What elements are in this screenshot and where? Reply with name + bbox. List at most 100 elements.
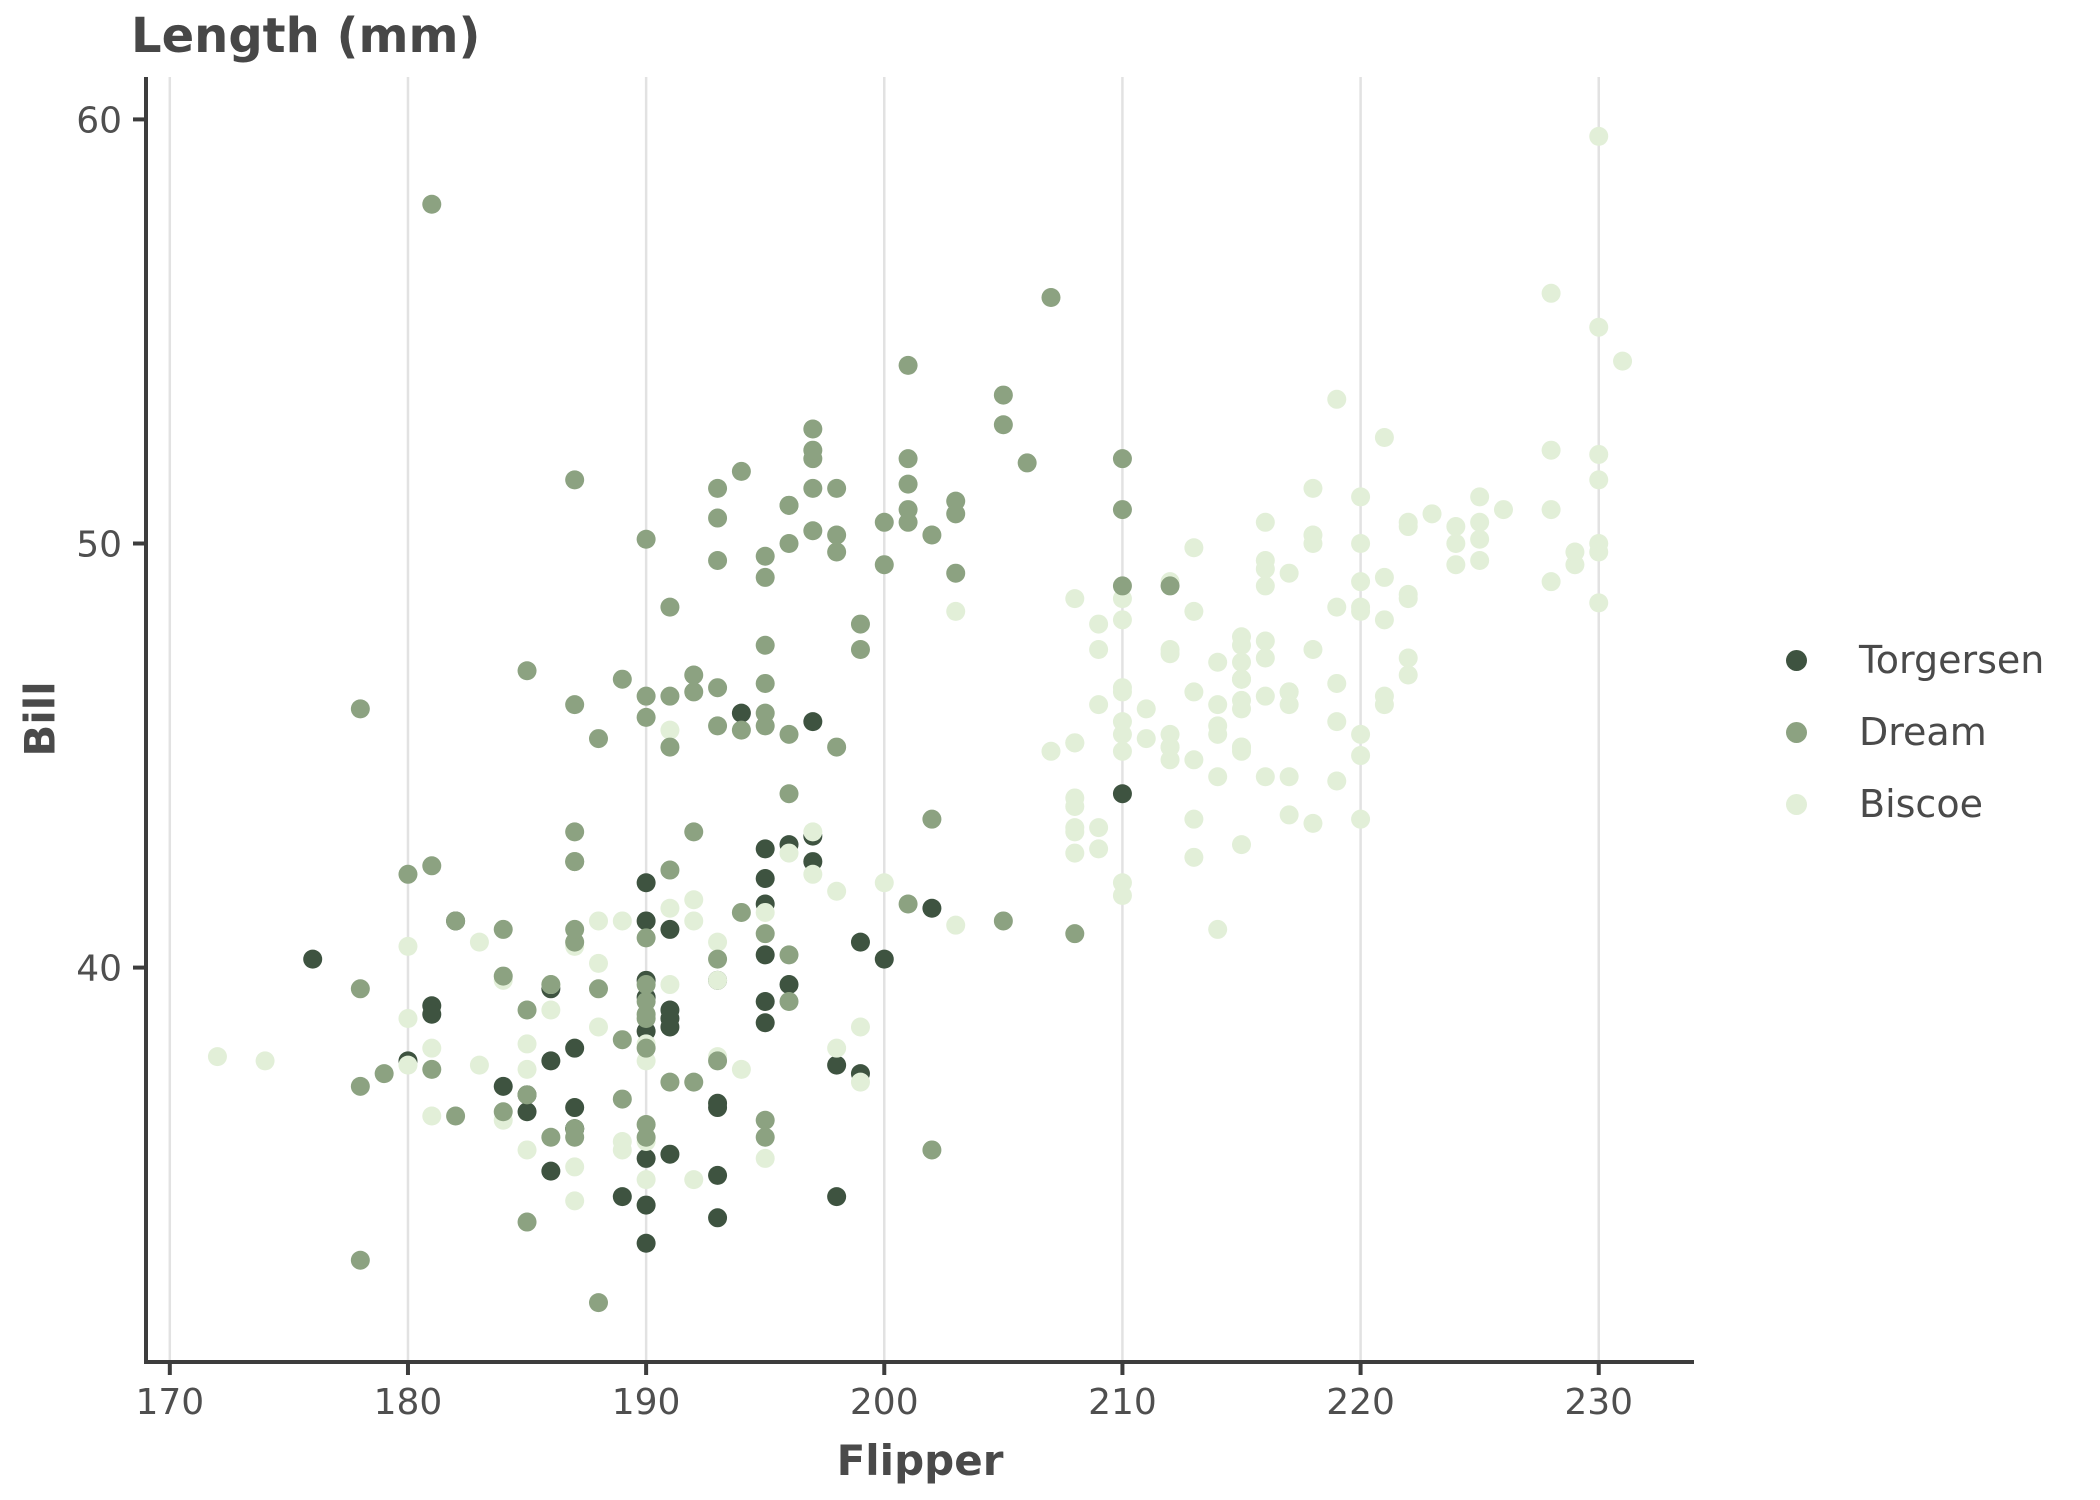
point-dream [1112,500,1132,520]
x-tick-label: 230 [1564,1382,1633,1423]
point-dream [446,1106,466,1126]
point-dream [755,673,775,693]
point-torgersen [731,703,751,723]
point-dream [660,737,680,757]
point-dream [517,1212,537,1232]
chart-title: Length (mm) [131,8,481,64]
point-biscoe [1446,555,1466,575]
point-torgersen [565,1098,585,1118]
point-dream [993,385,1013,405]
point-torgersen [755,945,775,965]
point-biscoe [874,873,894,893]
point-biscoe [684,1170,704,1190]
x-tick-label: 190 [612,1382,681,1423]
point-torgersen [827,1055,847,1075]
point-biscoe [565,1191,585,1211]
point-biscoe [636,1170,656,1190]
point-biscoe [1279,563,1299,583]
point-dream [636,707,656,727]
point-biscoe [827,1038,847,1058]
point-dream [422,194,442,214]
point-biscoe [708,932,728,952]
point-biscoe [1089,695,1109,715]
point-biscoe [1351,572,1371,592]
point-biscoe [1112,610,1132,630]
point-biscoe [684,890,704,910]
point-biscoe [1303,525,1323,545]
point-biscoe [1398,517,1418,537]
point-dream [398,864,418,884]
point-torgersen [636,911,656,931]
point-biscoe [1589,470,1609,490]
point-torgersen [660,1000,680,1020]
point-dream [541,1127,561,1147]
point-dream [1041,288,1061,308]
point-biscoe [1327,771,1347,791]
y-tick-label: 40 [76,949,122,990]
point-biscoe [1208,652,1228,672]
y-tick-label: 60 [76,100,122,141]
point-dream [422,856,442,876]
point-biscoe [1470,529,1490,549]
point-dream [636,992,656,1012]
point-biscoe [1255,559,1275,579]
point-biscoe [779,843,799,863]
point-dream [779,724,799,744]
point-biscoe [1565,542,1585,562]
point-biscoe [1112,885,1132,905]
point-biscoe [469,932,489,952]
point-dream [755,567,775,587]
point-torgersen [303,949,323,969]
point-biscoe [1446,517,1466,537]
point-biscoe [398,936,418,956]
point-dream [708,678,728,698]
point-dream [803,440,823,460]
point-biscoe [755,1148,775,1168]
point-biscoe [803,864,823,884]
point-biscoe [1065,818,1085,838]
point-biscoe [1112,678,1132,698]
point-biscoe [1255,686,1275,706]
point-biscoe [1208,919,1228,939]
point-biscoe [1065,843,1085,863]
point-torgersen [779,975,799,995]
point-torgersen [422,1004,442,1024]
point-dream [803,478,823,498]
legend-dot-dream [1786,721,1807,743]
point-dream [708,508,728,528]
point-dream [874,512,894,532]
point-dream [588,729,608,749]
point-biscoe [1398,648,1418,668]
point-biscoe [1589,317,1609,337]
point-dream [922,1140,942,1160]
point-torgersen [636,873,656,893]
point-dream [946,563,966,583]
legend-item-torgersen: Torgersen [1786,624,2044,696]
legend-item-biscoe: Biscoe [1786,768,2044,840]
point-torgersen [874,949,894,969]
point-dream [708,949,728,969]
point-biscoe [1279,695,1299,715]
point-biscoe [612,911,632,931]
point-dream [827,737,847,757]
point-dream [755,1110,775,1130]
point-dream [350,1250,370,1270]
point-dream [565,1127,585,1147]
point-dream [565,822,585,842]
point-biscoe [1351,487,1371,507]
point-dream [731,720,751,740]
point-biscoe [1232,669,1252,689]
point-biscoe [1041,741,1061,761]
point-biscoe [1351,746,1371,766]
point-torgersen [708,1165,728,1185]
point-biscoe [1208,695,1228,715]
point-biscoe [1613,351,1633,371]
point-dream [660,1072,680,1092]
point-biscoe [255,1051,275,1071]
legend-label: Torgersen [1859,638,2045,682]
point-biscoe [1422,504,1442,524]
point-biscoe [1089,818,1109,838]
point-dream [350,699,370,719]
point-biscoe [1184,601,1204,621]
point-biscoe [1065,589,1085,609]
